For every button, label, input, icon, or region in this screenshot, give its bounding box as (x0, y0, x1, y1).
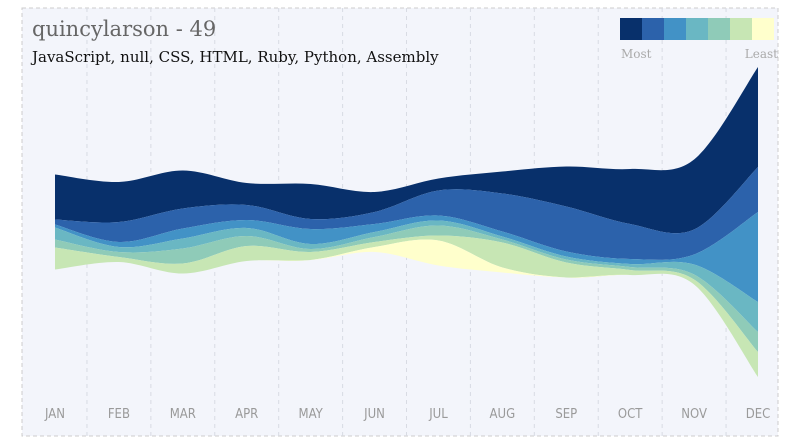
x-tick-label: SEP (555, 407, 577, 422)
x-tick-label: NOV (681, 407, 707, 422)
legend-swatch (752, 18, 774, 40)
legend-label: Least (745, 47, 778, 61)
legend-swatch (664, 18, 686, 40)
x-tick-label: JAN (44, 407, 65, 422)
x-tick-label: MAR (170, 407, 196, 422)
chart-title: quincylarson - 49 (32, 17, 216, 41)
stream-layer (55, 67, 758, 234)
x-tick-label: MAY (299, 407, 324, 422)
x-tick-label: AUG (490, 407, 516, 422)
stream-layer (55, 167, 758, 260)
legend-swatch (620, 18, 642, 40)
x-tick-label: APR (235, 407, 258, 422)
legend-swatch (730, 18, 752, 40)
x-tick-label: JUN (363, 407, 385, 422)
legend-swatch (642, 18, 664, 40)
legend-swatch (708, 18, 730, 40)
chart-subtitle: JavaScript, null, CSS, HTML, Ruby, Pytho… (30, 48, 439, 66)
x-tick-label: JUL (428, 407, 448, 422)
x-tick-label: DEC (746, 407, 771, 422)
x-tick-label: OCT (618, 407, 643, 422)
legend-swatch (686, 18, 708, 40)
legend-label: Most (621, 47, 652, 61)
x-tick-label: FEB (108, 407, 130, 422)
stream-layer (55, 235, 758, 377)
